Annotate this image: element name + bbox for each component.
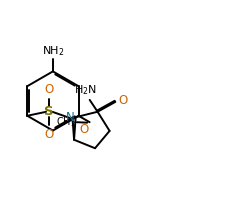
Text: O: O <box>79 123 89 136</box>
Text: H$_2$N: H$_2$N <box>74 83 97 97</box>
Text: O: O <box>44 128 54 141</box>
Text: N: N <box>66 111 75 124</box>
Text: CH$_3$: CH$_3$ <box>56 115 76 129</box>
Text: O: O <box>44 83 54 96</box>
Text: S: S <box>44 105 54 118</box>
Text: O: O <box>118 94 127 107</box>
Text: NH$_2$: NH$_2$ <box>42 44 64 58</box>
